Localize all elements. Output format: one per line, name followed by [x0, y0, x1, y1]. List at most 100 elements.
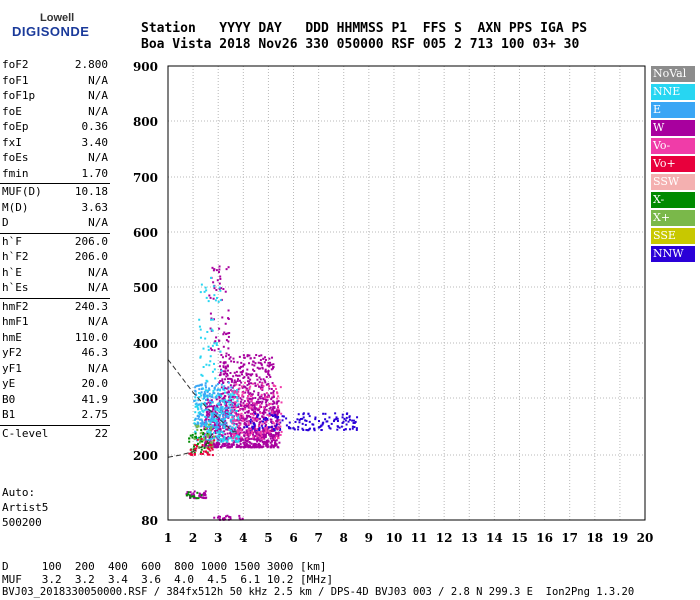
data-point — [257, 442, 260, 445]
data-point — [227, 386, 230, 389]
data-point — [200, 494, 203, 497]
data-point — [251, 420, 254, 423]
data-point — [266, 396, 269, 399]
data-point — [211, 393, 214, 396]
data-point — [226, 514, 229, 517]
data-point — [238, 409, 241, 412]
data-point — [227, 387, 230, 390]
data-point — [270, 409, 273, 412]
data-point — [220, 353, 223, 356]
data-point — [233, 391, 236, 394]
data-point — [274, 441, 277, 444]
data-point — [204, 337, 207, 340]
data-point — [285, 417, 288, 420]
data-point — [221, 419, 224, 422]
muf-row: MUF 3.2 3.2 3.4 3.6 4.0 4.5 6.1 10.2 [MH… — [2, 573, 334, 586]
legend-item-nnw: NNW — [651, 246, 695, 262]
data-point — [212, 412, 215, 415]
data-point — [248, 354, 251, 357]
data-point — [266, 443, 269, 446]
data-point — [238, 374, 241, 377]
data-point — [248, 445, 251, 448]
data-point — [219, 361, 222, 364]
param-ye: yE 20.0 — [2, 377, 108, 392]
data-point — [232, 406, 235, 409]
data-point — [223, 361, 226, 364]
data-point — [230, 412, 233, 415]
chart-grid — [168, 66, 645, 520]
data-point — [254, 408, 257, 411]
data-point — [217, 392, 220, 395]
data-point — [189, 448, 192, 451]
data-point — [231, 404, 234, 407]
data-point — [218, 438, 221, 441]
data-point — [223, 438, 226, 441]
data-point — [342, 420, 345, 423]
data-point — [230, 378, 233, 381]
data-point — [256, 439, 259, 442]
data-point — [351, 419, 354, 422]
data-point — [220, 430, 223, 433]
data-point — [269, 402, 272, 405]
data-point — [224, 422, 227, 425]
data-point — [245, 420, 248, 423]
param-separator — [0, 424, 110, 426]
data-point — [208, 409, 211, 412]
data-point — [237, 426, 240, 429]
data-point — [270, 398, 273, 401]
data-point — [234, 412, 237, 415]
data-point — [242, 391, 245, 394]
data-point — [263, 416, 266, 419]
data-point — [302, 413, 305, 416]
data-point — [251, 404, 254, 407]
data-point — [237, 418, 240, 421]
data-point — [231, 405, 234, 408]
data-point — [280, 412, 283, 415]
data-point — [260, 424, 263, 427]
data-point — [274, 427, 277, 430]
data-point — [247, 414, 250, 417]
data-point — [236, 378, 239, 381]
data-point — [232, 441, 235, 444]
data-point — [215, 435, 218, 438]
data-point — [249, 416, 252, 419]
data-point — [272, 363, 275, 366]
data-point — [211, 384, 214, 387]
data-point — [233, 390, 236, 393]
data-point — [222, 392, 225, 395]
data-point — [241, 419, 244, 422]
data-point — [205, 402, 208, 405]
data-point — [198, 436, 201, 439]
data-point — [204, 428, 207, 431]
data-point — [243, 431, 246, 434]
data-point — [253, 443, 256, 446]
data-point — [195, 435, 198, 438]
data-point — [206, 394, 209, 397]
x-tick-label: 17 — [561, 531, 578, 545]
data-point — [204, 492, 207, 495]
data-point — [206, 431, 209, 434]
data-point — [193, 490, 196, 493]
data-point — [229, 516, 232, 519]
data-point — [259, 378, 262, 381]
data-point — [246, 416, 249, 419]
data-point — [217, 436, 220, 439]
data-point — [204, 384, 207, 387]
data-point — [225, 424, 228, 427]
data-point — [298, 421, 301, 424]
data-point — [260, 402, 263, 405]
data-point — [248, 420, 251, 423]
param-separator — [0, 183, 110, 184]
data-point — [243, 381, 246, 384]
data-point — [260, 393, 263, 396]
data-point — [199, 336, 202, 339]
data-point — [256, 383, 259, 386]
data-point — [236, 431, 239, 434]
data-point — [258, 426, 261, 429]
data-point — [233, 408, 236, 411]
param-label: h`E — [2, 265, 22, 279]
data-point — [226, 387, 229, 390]
data-point — [277, 435, 280, 438]
data-point — [243, 418, 246, 421]
